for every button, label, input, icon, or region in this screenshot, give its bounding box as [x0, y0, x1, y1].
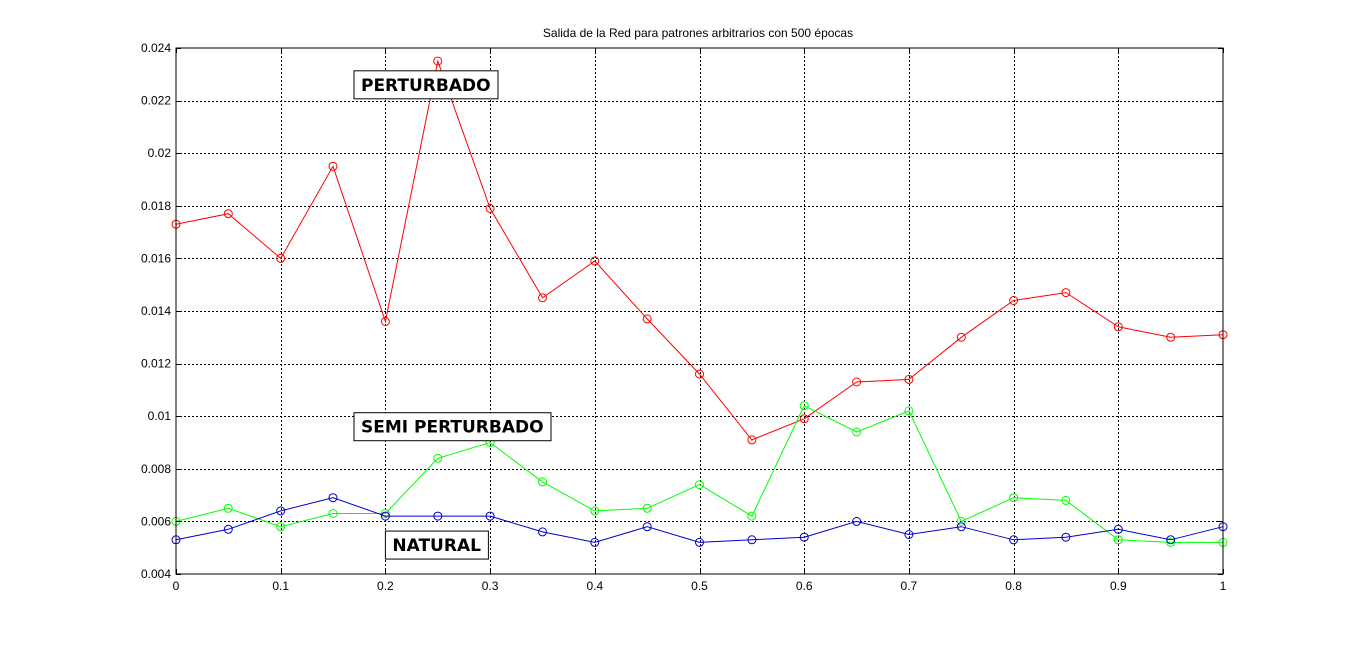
data-point [642, 503, 652, 513]
series-layer [171, 56, 1228, 547]
x-tick-label: 0.3 [482, 579, 499, 593]
data-point [538, 527, 547, 537]
data-point [1113, 322, 1123, 332]
data-point [1061, 495, 1071, 505]
x-tick-label: 1 [1220, 579, 1227, 593]
annotation-box: SEMI PERTURBADO [353, 412, 552, 442]
data-point [380, 509, 390, 518]
data-point [1009, 493, 1019, 503]
y-tick-label: 0.018 [141, 199, 171, 213]
data-point [904, 530, 914, 539]
data-point [590, 537, 600, 547]
data-point [956, 522, 966, 532]
data-point [380, 317, 390, 326]
data-point [904, 374, 914, 384]
data-point [1009, 296, 1019, 305]
data-point [223, 209, 233, 219]
data-point [328, 509, 338, 518]
data-point [433, 511, 443, 521]
data-point [799, 414, 809, 424]
data-point [433, 453, 443, 463]
y-tick-label: 0.022 [141, 94, 171, 108]
data-point [956, 332, 966, 342]
annotation-frame [384, 530, 489, 560]
annotation-box: PERTURBADO [353, 70, 499, 100]
data-point [695, 537, 704, 547]
data-point [538, 293, 547, 303]
y-tick-label: 0.02 [148, 146, 172, 160]
x-tick-label: 0.6 [796, 579, 813, 593]
data-point [852, 377, 862, 387]
data-point [276, 253, 286, 263]
data-point [695, 369, 704, 379]
data-point [1166, 535, 1176, 545]
data-point [1113, 524, 1123, 534]
y-tick-label: 0.006 [141, 514, 171, 528]
data-point [485, 511, 495, 521]
x-tick-label: 0.5 [691, 579, 708, 593]
data-point [799, 532, 809, 542]
data-point [590, 506, 600, 516]
data-point [1113, 535, 1123, 545]
x-tick-label: 0.2 [377, 579, 394, 593]
data-point [642, 522, 652, 532]
data-point [1061, 532, 1071, 542]
data-point [1061, 288, 1071, 298]
data-point [276, 522, 286, 532]
series-2 [171, 493, 1228, 547]
y-tick-label: 0.014 [141, 304, 171, 318]
y-tick-label: 0.012 [141, 357, 171, 371]
data-point [223, 503, 233, 513]
data-point [852, 516, 862, 526]
data-point [852, 427, 862, 437]
data-point [433, 56, 443, 66]
x-tick-label: 0.4 [586, 579, 603, 593]
data-point [590, 256, 600, 266]
annotation-frame [353, 70, 499, 100]
annotations: PERTURBADO SEMI PERTURBADO NATURAL [353, 70, 552, 560]
data-point [1166, 332, 1176, 342]
series-0 [171, 56, 1228, 445]
data-point [380, 511, 390, 521]
data-point [695, 480, 704, 490]
y-tick-label: 0.01 [148, 409, 172, 423]
annotation-box: NATURAL [384, 530, 489, 560]
data-point [485, 203, 495, 213]
data-point [223, 524, 233, 534]
y-tick-label: 0.004 [141, 567, 171, 581]
annotation-text: SEMI PERTURBADO [361, 418, 544, 438]
series-line [175, 497, 1224, 543]
x-tick-label: 0 [173, 579, 180, 593]
x-tick-label: 0.1 [272, 579, 289, 593]
ticks: 0 0.1 0.2 0.3 0.4 0.5 0.6 0.7 0.8 0.9 1 0.004 0.006 0… [141, 41, 1227, 593]
data-point [1166, 537, 1176, 547]
data-point [1009, 535, 1019, 545]
data-point [276, 506, 286, 516]
x-tick-label: 0.9 [1110, 579, 1127, 593]
data-point [747, 511, 757, 521]
series-line [175, 405, 1223, 543]
annotation-text: NATURAL [392, 536, 481, 556]
data-point [328, 493, 338, 503]
series-line [175, 59, 1224, 441]
x-tick-label: 0.7 [901, 579, 918, 593]
chart-title: Salida de la Red para patrones arbitrari… [543, 26, 853, 40]
grid [176, 48, 1223, 574]
data-point [747, 435, 757, 445]
data-point [799, 401, 809, 411]
data-point [747, 535, 757, 545]
x-tick-label: 0.8 [1005, 579, 1022, 593]
data-point [328, 161, 338, 171]
y-tick-label: 0.024 [141, 41, 171, 55]
data-point [904, 406, 914, 416]
data-point [642, 314, 652, 324]
y-tick-label: 0.016 [141, 251, 171, 265]
y-tick-label: 0.008 [141, 462, 171, 476]
annotation-text: PERTURBADO [361, 76, 491, 96]
data-point [956, 516, 966, 526]
data-point [538, 477, 547, 487]
annotation-frame [353, 412, 552, 442]
